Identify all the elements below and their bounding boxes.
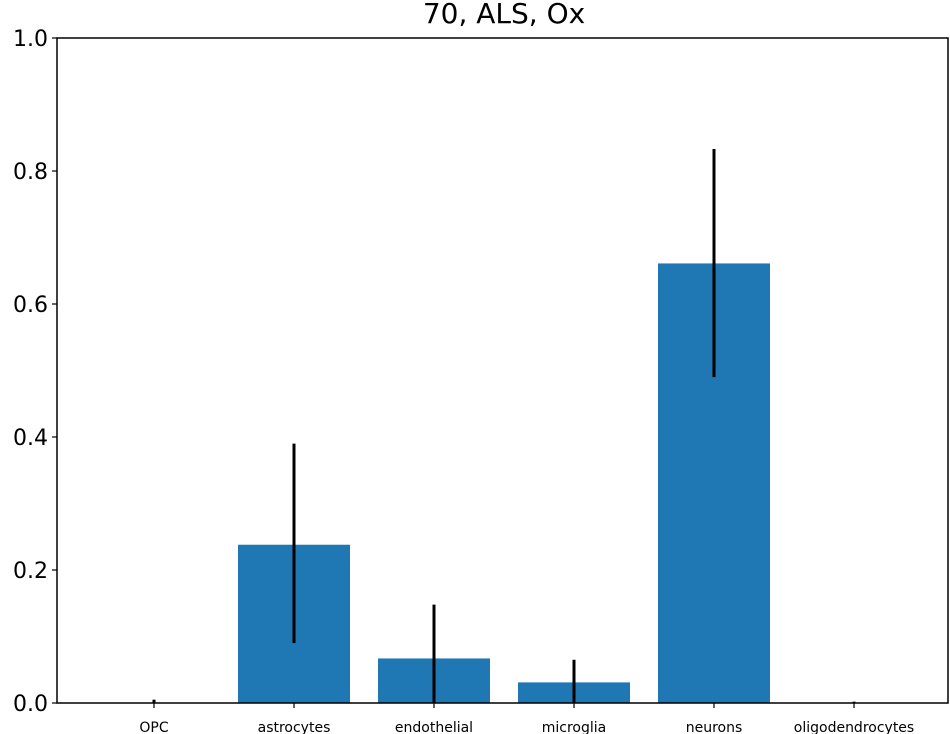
y-tick-label: 0.0: [13, 692, 48, 717]
x-tick-label: oligodendrocytes: [794, 720, 914, 734]
chart-title: 70, ALS, Ox: [423, 0, 585, 30]
y-axis: 0.0 0.2 0.4 0.6 0.8 1.0: [13, 27, 57, 717]
bars-group: [238, 263, 770, 703]
x-tick-label: microglia: [542, 720, 606, 734]
x-tick-label: astrocytes: [258, 720, 331, 734]
x-tick-label: OPC: [139, 720, 168, 734]
y-tick-label: 0.4: [13, 426, 48, 451]
x-axis: OPC astrocytes endothelial microglia neurons…: [139, 703, 914, 734]
y-tick-label: 0.2: [13, 559, 48, 584]
x-tick-label: neurons: [686, 720, 743, 734]
x-tick-label: endothelial: [395, 720, 473, 734]
error-bars-group: [152, 149, 856, 703]
y-tick-label: 0.8: [13, 160, 48, 185]
y-tick-label: 1.0: [13, 27, 48, 52]
plot-frame: [56, 37, 949, 704]
y-tick-label: 0.6: [13, 293, 48, 318]
